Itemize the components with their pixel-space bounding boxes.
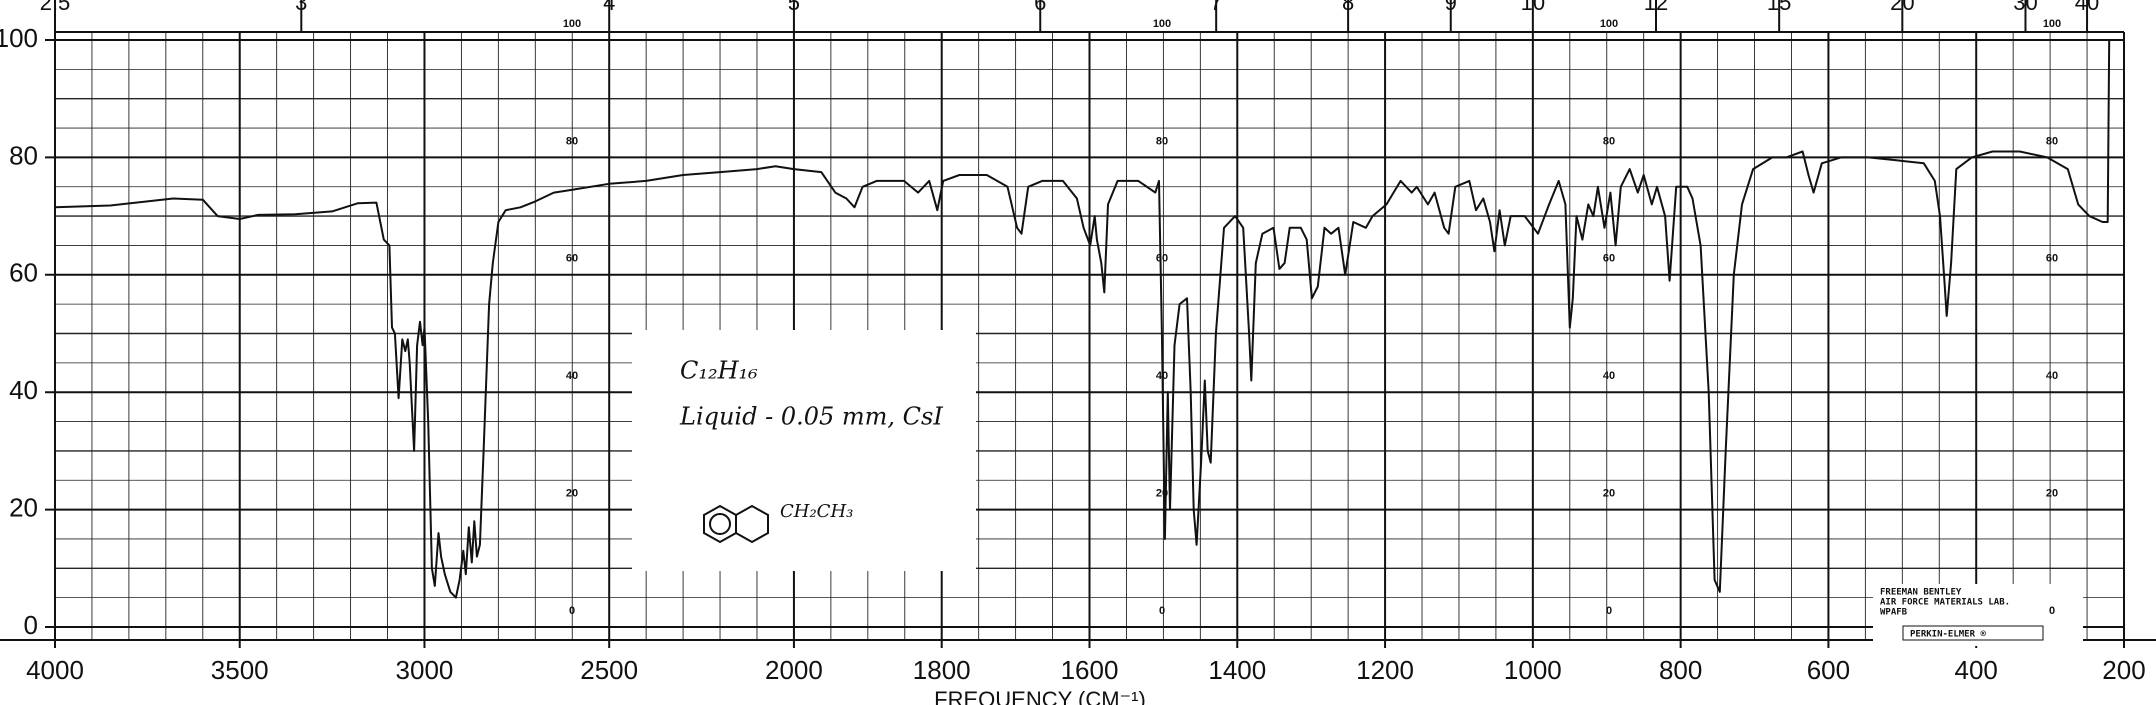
x-tick-label: 600 xyxy=(1807,655,1850,685)
x-tick-label: 2500 xyxy=(580,655,638,685)
x-tick-label: 1200 xyxy=(1356,655,1414,685)
inner-scale-label: 0 xyxy=(1159,605,1165,617)
x2-tick-label: 4 xyxy=(603,0,615,15)
y-tick-label: 80 xyxy=(9,140,38,170)
inner-scale-label: 80 xyxy=(1603,135,1615,147)
inner-scale-label: 0 xyxy=(569,605,575,617)
inner-scale-label: 20 xyxy=(1603,488,1615,500)
x2-tick-label: 40 xyxy=(2075,0,2099,15)
x2-tick-label: 20 xyxy=(1890,0,1914,15)
x-tick-label: 800 xyxy=(1659,655,1702,685)
formula: C₁₂H₁₆ xyxy=(680,357,758,385)
x2-tick-label: 15 xyxy=(1767,0,1791,15)
sample-note: Liquid - 0.05 mm, CsI xyxy=(679,403,943,431)
inner-scale-label: 60 xyxy=(1603,253,1615,265)
inner-scale-label: 100 xyxy=(1600,18,1618,30)
x-tick-label: 3000 xyxy=(396,655,454,685)
annotation-box xyxy=(632,330,976,571)
y-tick-label: 40 xyxy=(9,375,38,405)
x2-tick-label: 30 xyxy=(2013,0,2037,15)
y-tick-label: 0 xyxy=(24,610,38,640)
substituent: CH₂CH₃ xyxy=(780,501,853,522)
lab-line: AIR FORCE MATERIALS LAB. xyxy=(1880,598,2010,608)
x-tick-label: 4000 xyxy=(26,655,84,685)
x2-tick-label: 7 xyxy=(1210,0,1222,15)
inner-scale-label: 0 xyxy=(2049,605,2055,617)
inner-scale-label: 80 xyxy=(1156,135,1168,147)
grid xyxy=(0,31,2156,648)
maker: PERKIN-ELMER ® xyxy=(1910,630,1986,640)
inner-scale-label: 60 xyxy=(566,253,578,265)
lab-line: WPAFB xyxy=(1880,608,1908,618)
x-tick-label: 3500 xyxy=(211,655,269,685)
x2-tick-label: 9 xyxy=(1445,0,1457,15)
inner-scale-label: 0 xyxy=(1606,605,1612,617)
x-tick-label: 1000 xyxy=(1504,655,1562,685)
x2-tick-label: 12 xyxy=(1644,0,1668,15)
x-axis-label: FREQUENCY (CM⁻¹) xyxy=(934,687,1146,705)
y-tick-label: 20 xyxy=(9,492,38,522)
inner-scale-label: 60 xyxy=(1156,253,1168,265)
inner-scale-label: 40 xyxy=(1603,370,1615,382)
inner-scale-label: 60 xyxy=(2046,253,2058,265)
structure xyxy=(703,504,769,544)
inner-scale-label: 100 xyxy=(2043,18,2061,30)
x2-tick-label: 5 xyxy=(788,0,800,15)
maker-box xyxy=(1902,625,2044,641)
x-tick-label: 400 xyxy=(1955,655,1998,685)
x-tick-label: 1800 xyxy=(913,655,971,685)
inner-scale-label: 100 xyxy=(1153,18,1171,30)
inner-scale-label: 100 xyxy=(563,18,581,30)
x2-tick-label: 6 xyxy=(1034,0,1046,15)
x2-tick-label: 8 xyxy=(1342,0,1354,15)
lab-line: FREEMAN BENTLEY xyxy=(1880,588,1962,598)
x2-tick-label: 10 xyxy=(1521,0,1545,15)
x2-tick-label: 3 xyxy=(295,0,307,15)
y-tick-label: 100 xyxy=(0,23,38,53)
inner-scale-label: 80 xyxy=(566,135,578,147)
x-tick-label: 1400 xyxy=(1208,655,1266,685)
y-tick-label: 60 xyxy=(9,258,38,288)
spectrum-line xyxy=(54,39,2111,599)
inner-scale-label: 40 xyxy=(2046,370,2058,382)
x-tick-label: 200 xyxy=(2102,655,2145,685)
x-tick-label: 1600 xyxy=(1061,655,1119,685)
inner-scale-label: 80 xyxy=(2046,135,2058,147)
x2-tick-label: 2.5 xyxy=(40,0,71,15)
inner-scale-label: 20 xyxy=(2046,488,2058,500)
inner-scale-label: 20 xyxy=(566,488,578,500)
inner-scale-label: 40 xyxy=(566,370,578,382)
x-tick-label: 2000 xyxy=(765,655,823,685)
